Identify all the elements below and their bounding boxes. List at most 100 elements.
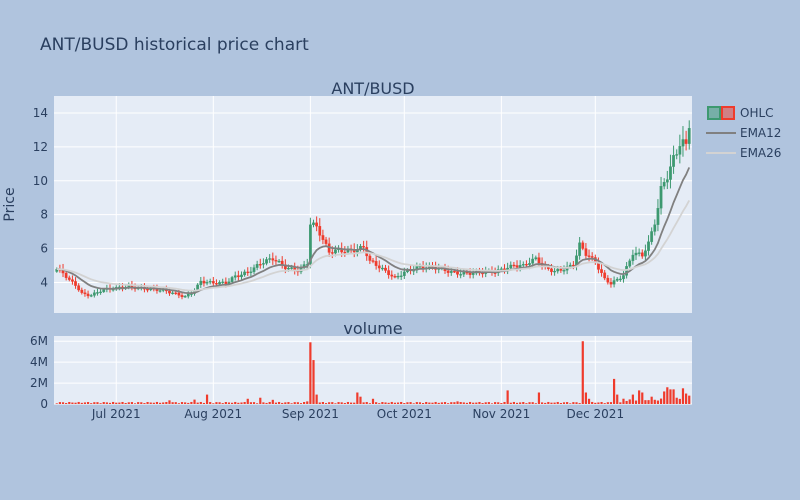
ohlc-candle[interactable] <box>647 241 650 251</box>
volume-bar[interactable] <box>581 341 584 404</box>
volume-bar[interactable] <box>622 398 625 404</box>
ohlc-candle[interactable] <box>446 270 450 273</box>
ohlc-candle[interactable] <box>186 293 190 297</box>
ohlc-candle[interactable] <box>578 242 582 256</box>
volume-bar[interactable] <box>515 402 519 404</box>
volume-bar[interactable] <box>512 401 515 404</box>
ohlc-candle[interactable] <box>556 268 560 272</box>
ohlc-candle[interactable] <box>83 292 87 295</box>
volume-bar[interactable] <box>456 401 459 404</box>
volume-bar[interactable] <box>650 396 653 404</box>
ohlc-candle[interactable] <box>656 208 660 225</box>
ohlc-candle[interactable] <box>236 275 240 278</box>
ema26-line[interactable] <box>56 199 691 292</box>
ohlc-candle[interactable] <box>324 239 328 244</box>
volume-bar[interactable] <box>396 402 400 404</box>
volume-bar[interactable] <box>609 402 613 404</box>
volume-plot-area[interactable] <box>54 336 692 404</box>
volume-bar[interactable] <box>453 402 456 404</box>
volume-bar[interactable] <box>406 402 409 404</box>
volume-bar[interactable] <box>184 402 187 404</box>
ohlc-candle[interactable] <box>80 289 84 293</box>
volume-bar[interactable] <box>425 401 428 404</box>
ohlc-candle[interactable] <box>584 248 588 256</box>
volume-bar[interactable] <box>65 403 68 404</box>
ohlc-candle[interactable] <box>183 296 187 298</box>
volume-bar[interactable] <box>133 403 137 404</box>
volume-bar[interactable] <box>656 400 660 404</box>
volume-bar[interactable] <box>584 392 588 404</box>
volume-bar[interactable] <box>61 402 65 404</box>
volume-bar[interactable] <box>562 402 566 404</box>
volume-bar[interactable] <box>146 401 149 404</box>
volume-bar[interactable] <box>152 402 155 404</box>
volume-bar[interactable] <box>600 402 603 404</box>
ohlc-candle[interactable] <box>89 295 93 297</box>
ohlc-candle[interactable] <box>618 278 622 281</box>
ohlc-candle[interactable] <box>218 282 221 285</box>
volume-bar[interactable] <box>96 402 99 404</box>
volume-bar[interactable] <box>90 403 93 404</box>
legend-item-label[interactable]: OHLC <box>740 106 774 120</box>
volume-bar[interactable] <box>287 402 290 404</box>
volume-bar[interactable] <box>381 402 384 404</box>
volume-bar[interactable] <box>519 402 522 404</box>
volume-bar[interactable] <box>271 399 274 404</box>
ohlc-candle[interactable] <box>343 251 347 254</box>
ohlc-candle[interactable] <box>669 166 672 180</box>
ohlc-candle[interactable] <box>512 264 516 267</box>
ohlc-candle[interactable] <box>255 264 259 268</box>
volume-bar[interactable] <box>653 399 656 404</box>
volume-bar[interactable] <box>124 402 127 404</box>
volume-bar[interactable] <box>494 402 497 404</box>
volume-bar[interactable] <box>306 401 309 404</box>
volume-bar[interactable] <box>447 403 450 404</box>
ohlc-candle[interactable] <box>581 242 585 249</box>
volume-bar[interactable] <box>221 403 224 404</box>
volume-bar[interactable] <box>268 401 271 404</box>
volume-bar[interactable] <box>246 398 249 404</box>
volume-series[interactable] <box>55 341 691 404</box>
volume-bar[interactable] <box>281 402 284 404</box>
ohlc-candle[interactable] <box>374 261 378 266</box>
volume-bar[interactable] <box>353 402 356 404</box>
ohlc-candle[interactable] <box>568 264 572 267</box>
ohlc-candle[interactable] <box>499 268 503 270</box>
ohlc-candle[interactable] <box>221 281 225 284</box>
volume-bar[interactable] <box>277 401 281 404</box>
volume-bar[interactable] <box>112 401 115 404</box>
volume-bar[interactable] <box>619 402 622 404</box>
ohlc-candle[interactable] <box>96 292 99 294</box>
ohlc-candle[interactable] <box>202 280 206 284</box>
volume-bar[interactable] <box>672 389 675 404</box>
volume-bar[interactable] <box>174 402 177 404</box>
ohlc-candle[interactable] <box>243 271 247 276</box>
volume-bar[interactable] <box>421 403 425 404</box>
volume-bar[interactable] <box>243 402 246 404</box>
ohlc-candle[interactable] <box>528 263 531 265</box>
ohlc-candle[interactable] <box>318 226 322 236</box>
volume-bar[interactable] <box>434 401 437 404</box>
ohlc-candle[interactable] <box>64 272 68 278</box>
ohlc-candle[interactable] <box>334 249 337 254</box>
volume-bar[interactable] <box>634 400 638 404</box>
volume-bar[interactable] <box>537 392 541 404</box>
ohlc-candle[interactable] <box>99 291 102 294</box>
ohlc-candle[interactable] <box>459 274 463 276</box>
ohlc-candle[interactable] <box>384 267 387 271</box>
ohlc-candle[interactable] <box>287 267 290 270</box>
volume-bar[interactable] <box>428 402 431 404</box>
volume-bar[interactable] <box>431 402 434 404</box>
volume-bar[interactable] <box>193 399 196 404</box>
ohlc-candle[interactable] <box>233 275 237 278</box>
ohlc-candle[interactable] <box>171 292 174 295</box>
volume-bar[interactable] <box>237 402 240 404</box>
ohlc-candle[interactable] <box>146 288 149 291</box>
ohlc-candle[interactable] <box>362 246 365 248</box>
volume-bar[interactable] <box>218 402 221 404</box>
volume-bar[interactable] <box>284 402 287 404</box>
volume-bar[interactable] <box>578 403 581 404</box>
volume-bar[interactable] <box>478 401 481 404</box>
legend-item-label[interactable]: EMA12 <box>740 126 781 140</box>
volume-bar[interactable] <box>362 402 365 404</box>
